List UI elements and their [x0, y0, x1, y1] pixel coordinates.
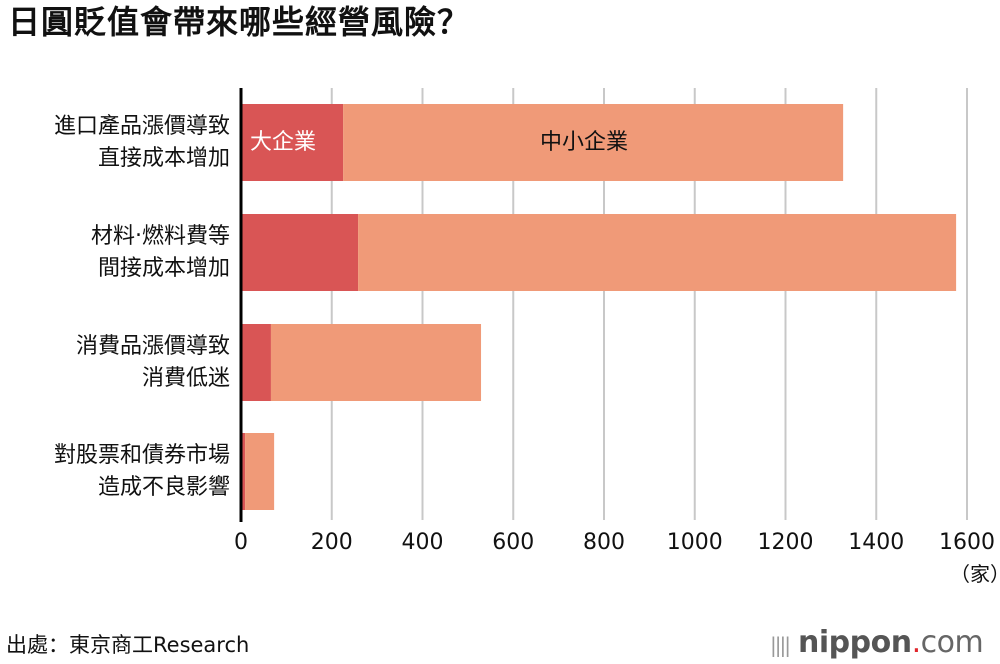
x-tick-label: 0: [234, 530, 248, 555]
category-label: 進口產品漲價導致直接成本增加: [54, 111, 230, 175]
bar-segment-large: [241, 324, 271, 401]
legend-label-large: 大企業: [250, 130, 317, 155]
chart-title: 日圓貶值會帶來哪些經營風險？: [8, 3, 471, 41]
x-tick-label: 1600: [939, 530, 995, 555]
x-tick-label: 600: [492, 530, 535, 555]
category-label-line: 直接成本增加: [97, 146, 230, 171]
category-label-line: 消費低迷: [141, 366, 230, 391]
bar-segment-large: [241, 433, 246, 510]
category-label-line: 消費品漲價導致: [75, 334, 230, 359]
category-label-line: 對股票和債券市場: [53, 443, 230, 468]
category-label-line: 造成不良影響: [97, 475, 230, 500]
bar-segment-large: [241, 214, 359, 291]
bar-segment-sme: [270, 324, 482, 401]
category-label: 材料‧燃料費等 間接成本增加: [91, 221, 230, 285]
logo-bars-icon: ||||: [770, 633, 791, 657]
x-tick-label: 1000: [666, 530, 723, 555]
x-tick-label: 1200: [757, 530, 814, 555]
category-label-line: 材料‧燃料費等: [91, 224, 230, 249]
bar-segment-sme: [343, 104, 844, 181]
x-tick-label: 200: [310, 530, 353, 555]
x-tick-label: 400: [401, 530, 444, 555]
category-label-line: 間接成本增加: [97, 256, 230, 281]
bar-segment-sme: [358, 214, 957, 291]
source-note: 出處：東京商工Research: [6, 633, 250, 657]
x-axis-unit: （家）: [950, 562, 1000, 586]
nippon-logo: |||| nippon.com: [770, 625, 984, 660]
x-tick-label: 800: [583, 530, 625, 555]
legend-label-sme: 中小企業: [540, 130, 629, 155]
bar-segment-sme: [245, 433, 275, 510]
bar-segment-large: [241, 104, 344, 181]
x-tick-label: 1400: [848, 530, 905, 555]
category-label-line: 進口產品漲價導致: [53, 114, 230, 139]
category-label: 對股票和債券市場造成不良影響: [54, 440, 230, 504]
category-label: 消費品漲價導致消費低迷: [76, 331, 230, 395]
